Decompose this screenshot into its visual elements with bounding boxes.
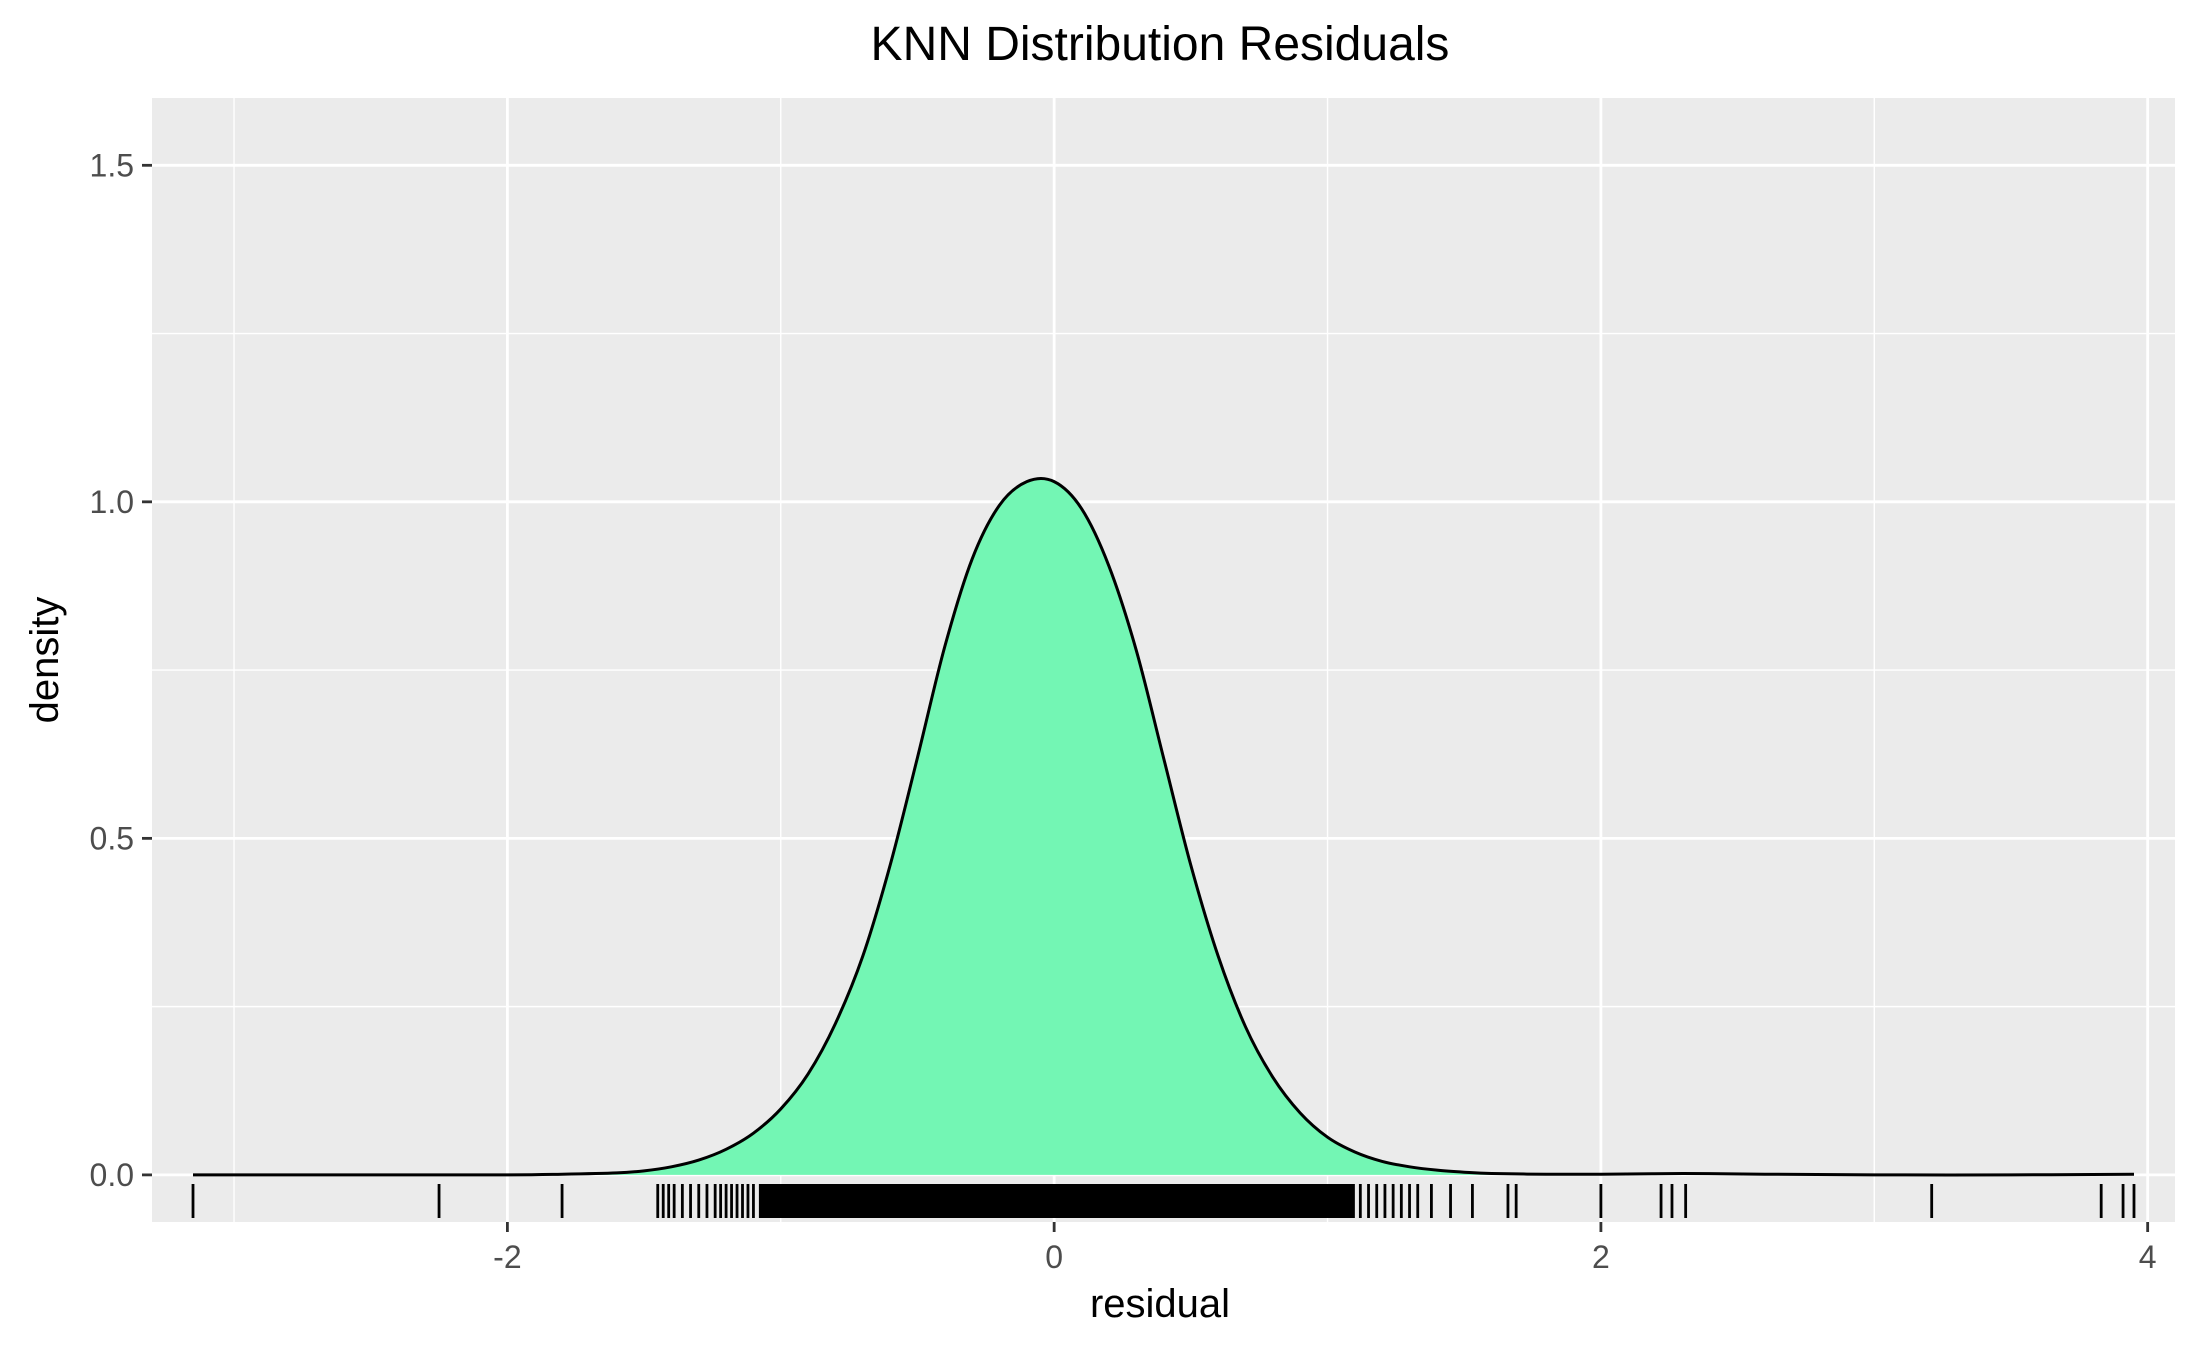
rug-marks — [191, 1184, 2136, 1218]
x-axis-ticks: -2 0 2 4 — [493, 1222, 2157, 1275]
y-axis-title: density — [23, 597, 67, 724]
y-tick-label: 1.5 — [90, 147, 134, 183]
minor-gridlines — [152, 98, 2175, 1222]
y-axis-ticks: 0.0 0.5 1.0 1.5 — [90, 147, 152, 1193]
x-tick-label: 0 — [1045, 1239, 1063, 1275]
y-tick-label: 1.0 — [90, 484, 134, 520]
x-axis-title: residual — [1090, 1282, 1230, 1326]
rug-dense-band — [758, 1184, 1355, 1218]
x-tick-label: 4 — [2139, 1239, 2157, 1275]
x-tick-label: 2 — [1592, 1239, 1610, 1275]
chart-title: KNN Distribution Residuals — [871, 18, 1450, 71]
x-tick-label: -2 — [493, 1239, 521, 1275]
y-tick-label: 0.5 — [90, 820, 134, 856]
y-tick-label: 0.0 — [90, 1157, 134, 1193]
density-line — [193, 476, 2134, 1177]
density-area — [193, 478, 2134, 1175]
